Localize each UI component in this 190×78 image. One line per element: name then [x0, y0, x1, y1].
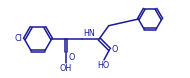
- Text: O: O: [112, 45, 118, 54]
- Text: OH: OH: [60, 64, 72, 73]
- Text: O: O: [68, 53, 75, 62]
- Text: HO: HO: [97, 61, 109, 70]
- Text: Cl: Cl: [14, 34, 22, 44]
- Text: HN: HN: [84, 29, 95, 38]
